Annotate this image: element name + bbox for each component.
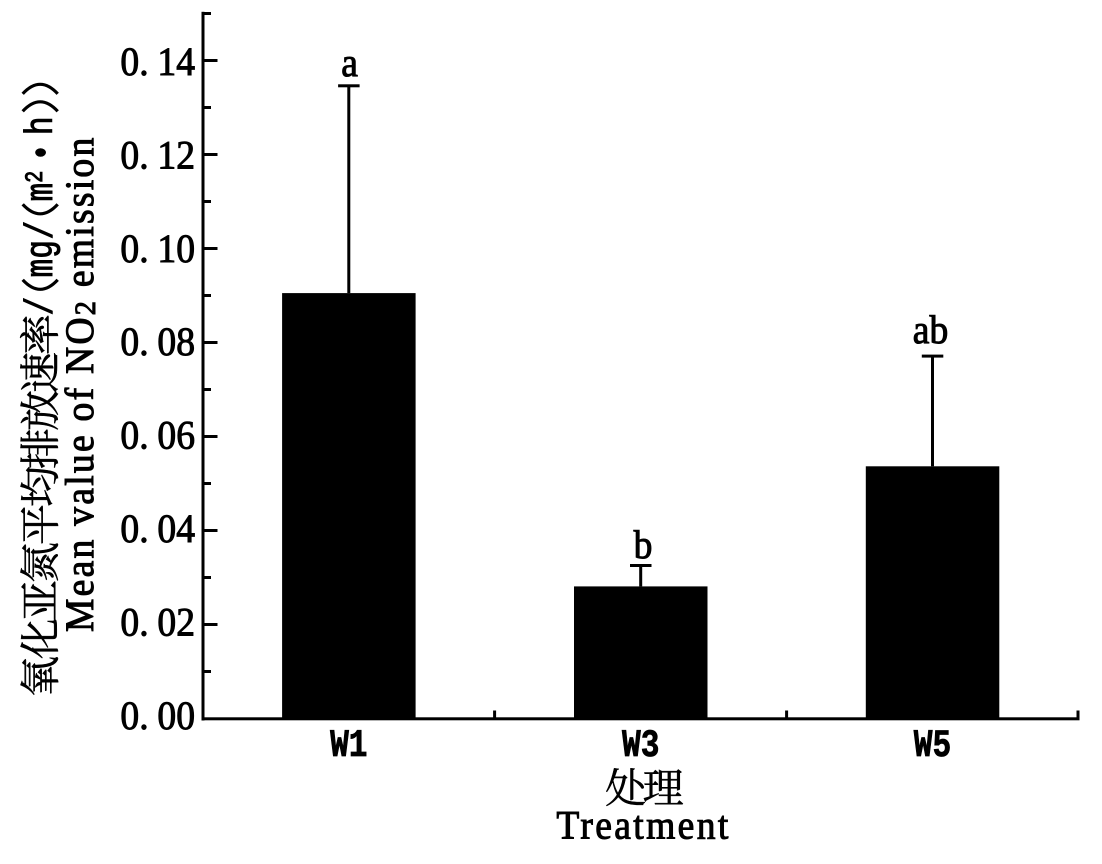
svg-text:m2•h: m2•h: [20, 116, 64, 201]
svg-text:/: /: [20, 297, 64, 316]
svg-text:/: /: [20, 221, 64, 240]
svg-text:W5: W5: [914, 724, 951, 768]
svg-text:0.00: 0. 00: [120, 694, 195, 738]
svg-text:ab: ab: [913, 308, 948, 352]
svg-text:0.08: 0. 08: [120, 320, 195, 364]
svg-text:a: a: [341, 41, 358, 85]
svg-text:0.02: 0. 02: [120, 600, 195, 644]
svg-text:0.12: 0. 12: [120, 133, 195, 177]
svg-text:0.06: 0. 06: [120, 414, 195, 458]
svg-text:0.10: 0. 10: [120, 227, 195, 271]
svg-text:Mean value of NO2 emission: Mean value of NO2 emission: [58, 135, 102, 632]
svg-text:0.14: 0. 14: [120, 40, 195, 84]
svg-text:W3: W3: [622, 724, 659, 768]
svg-text:0.04: 0. 04: [120, 507, 195, 551]
svg-text:mg: mg: [20, 240, 64, 277]
svg-text:Treatment: Treatment: [556, 804, 730, 848]
svg-text:b: b: [634, 523, 653, 567]
svg-text:W1: W1: [330, 724, 367, 768]
